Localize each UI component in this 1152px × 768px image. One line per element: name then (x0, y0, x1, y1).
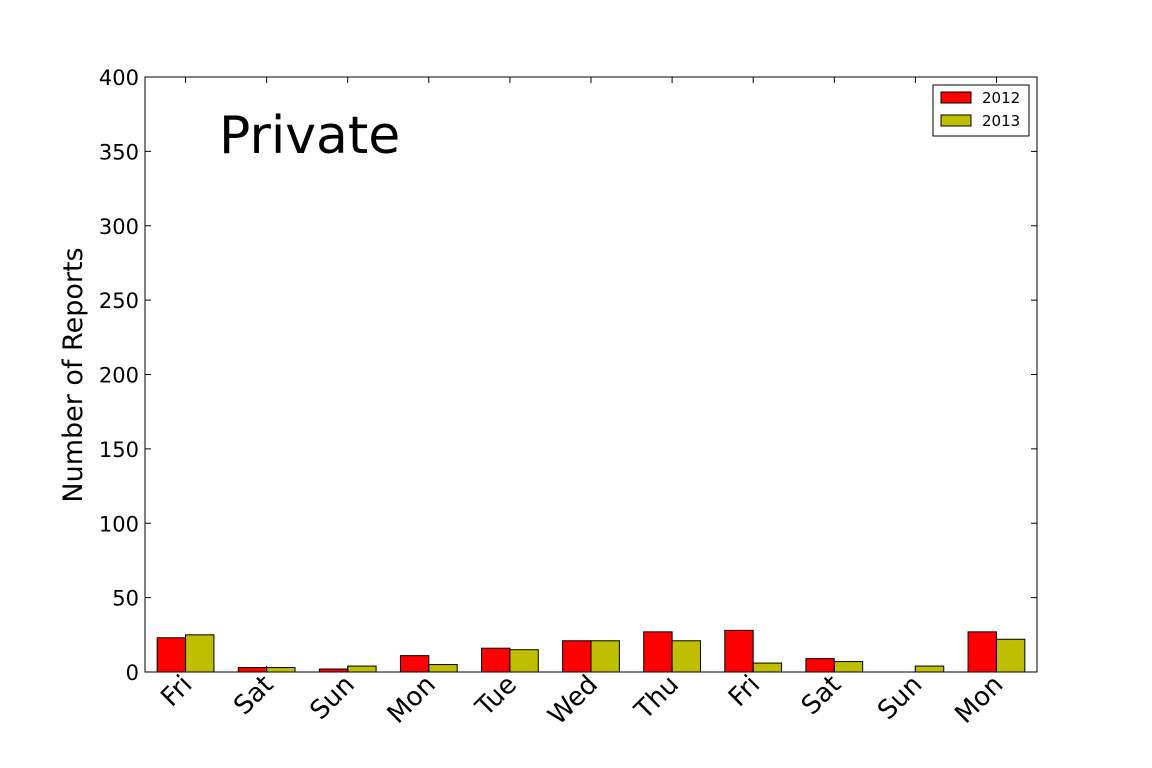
bar-2013-fri-7 (752, 662, 783, 673)
bar-2013-wed-5 (590, 640, 620, 673)
plot-frame (144, 76, 1038, 673)
bar-2013-sun-2 (347, 665, 377, 673)
bar-2012-mon-3 (399, 655, 430, 673)
bar-2012-wed-5 (562, 640, 592, 673)
bar-2013-mon-10 (995, 638, 1026, 673)
y-tick-label: 0 (126, 661, 139, 685)
legend-label-2013: 2013 (982, 112, 1020, 130)
y-tick-label: 200 (99, 364, 139, 388)
bar-2013-fri-0 (185, 634, 215, 673)
legend-label-2012: 2012 (982, 89, 1020, 107)
bar-2012-sat-8 (805, 658, 835, 673)
chart-annotation: Private (219, 106, 400, 166)
y-tick-label: 350 (99, 140, 139, 164)
legend-swatch-2012 (940, 91, 972, 104)
bar-2013-tue-4 (509, 649, 539, 673)
bar-2013-sun-9 (914, 665, 945, 673)
bar-2012-fri-7 (724, 629, 754, 673)
bar-2012-fri-0 (156, 637, 187, 673)
y-tick-label: 150 (99, 438, 139, 462)
y-tick-label: 250 (99, 289, 139, 313)
bar-2012-sat-1 (237, 667, 268, 673)
legend-swatch-2013 (940, 114, 972, 127)
bar-2012-mon-10 (967, 631, 997, 673)
y-tick-label: 100 (99, 512, 139, 536)
y-tick-label: 400 (99, 66, 139, 90)
y-tick-label: 300 (99, 215, 139, 239)
bar-2013-sat-1 (266, 667, 296, 673)
y-axis-label: Number of Reports (58, 247, 89, 502)
legend-box (932, 84, 1030, 137)
bar-2013-thu-6 (671, 640, 701, 673)
bar-2012-tue-4 (481, 647, 511, 673)
bar-2012-thu-6 (643, 631, 673, 673)
bar-2013-mon-3 (428, 664, 458, 673)
bars-layer (156, 629, 1026, 673)
legend: 2012 2013 (932, 84, 1030, 137)
y-tick-label: 50 (112, 587, 139, 611)
bar-2013-sat-8 (833, 661, 864, 673)
